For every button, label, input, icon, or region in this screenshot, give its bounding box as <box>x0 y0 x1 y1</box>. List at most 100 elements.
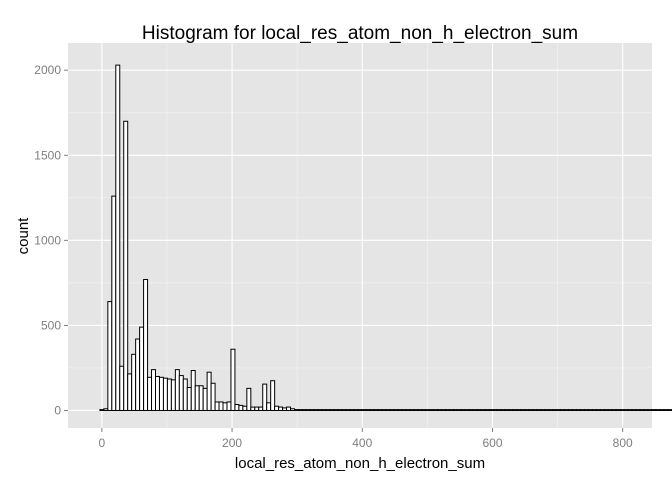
histogram-bar <box>541 410 545 411</box>
histogram-bar <box>521 410 525 411</box>
histogram-bar <box>291 409 295 411</box>
histogram-bar <box>640 410 644 411</box>
histogram-bar <box>263 384 267 410</box>
histogram-bar <box>648 410 652 411</box>
histogram-bar <box>402 410 406 411</box>
x-tick-label: 0 <box>99 436 106 450</box>
histogram-bar <box>497 410 501 411</box>
histogram-bar <box>326 410 330 411</box>
histogram-bar <box>481 410 485 411</box>
histogram-bar <box>298 410 302 411</box>
histogram-bar <box>334 410 338 411</box>
y-axis-ticks: 0 500 1000 1500 2000 <box>34 63 68 417</box>
y-tick-label: 500 <box>41 318 61 332</box>
histogram-bar <box>525 410 529 411</box>
histogram-bar <box>171 380 175 411</box>
histogram-bar <box>557 410 561 411</box>
histogram-bar <box>279 407 283 410</box>
y-tick-label: 0 <box>54 403 61 417</box>
y-axis-title: count <box>15 217 32 255</box>
histogram-bar <box>652 410 656 411</box>
histogram-bar <box>314 410 318 411</box>
histogram-bar <box>529 410 533 411</box>
histogram-bar <box>513 410 517 411</box>
histogram-bar <box>167 379 171 410</box>
histogram-bar <box>132 354 136 410</box>
histogram-bar <box>295 410 299 411</box>
histogram-bar <box>485 410 489 411</box>
histogram-bar <box>330 410 334 411</box>
histogram-bar <box>453 410 457 411</box>
histogram-bar <box>553 410 557 411</box>
histogram-bar <box>426 410 430 411</box>
y-tick-label: 1000 <box>34 233 61 247</box>
histogram-bar <box>275 406 279 410</box>
histogram-bar <box>410 410 414 411</box>
histogram-bar <box>561 410 565 411</box>
histogram-bar <box>124 121 128 410</box>
histogram-bar <box>628 410 632 411</box>
histogram-bar <box>183 379 187 410</box>
histogram-bar <box>537 410 541 411</box>
histogram-bar <box>612 410 616 411</box>
histogram-bar <box>449 410 453 411</box>
y-tick-label: 1500 <box>34 148 61 162</box>
histogram-bar <box>469 410 473 411</box>
histogram-bar <box>624 410 628 411</box>
histogram-bar <box>302 410 306 411</box>
histogram-bar <box>509 410 513 411</box>
histogram-bar <box>306 410 310 411</box>
histogram-bar <box>195 386 199 411</box>
histogram-bar <box>227 402 231 411</box>
histogram-bar <box>235 405 239 411</box>
histogram-bar <box>358 410 362 411</box>
histogram-bar <box>239 405 243 410</box>
histogram-bar <box>179 376 183 411</box>
histogram-bar <box>338 410 342 411</box>
histogram-bar <box>445 410 449 411</box>
histogram-bar <box>394 410 398 411</box>
histogram-bar <box>473 410 477 411</box>
histogram-bar <box>386 410 390 411</box>
histogram-bar <box>493 410 497 411</box>
histogram-bar <box>156 376 160 410</box>
histogram-bar <box>159 377 163 410</box>
histogram-bar <box>414 410 418 411</box>
histogram-bar <box>255 407 259 410</box>
histogram-bar <box>390 410 394 411</box>
histogram-bar <box>406 410 410 411</box>
histogram-bar <box>600 410 604 411</box>
histogram-bar <box>580 410 584 411</box>
y-tick-label: 2000 <box>34 63 61 77</box>
histogram-bar <box>322 410 326 411</box>
x-tick-label: 400 <box>352 436 372 450</box>
x-tick-label: 600 <box>482 436 502 450</box>
histogram-bar <box>418 410 422 411</box>
chart-title: Histogram for local_res_atom_non_h_elect… <box>142 23 578 44</box>
histogram-bar <box>620 410 624 411</box>
histogram-bar <box>354 410 358 411</box>
histogram-bar <box>104 409 108 411</box>
histogram-bar <box>608 410 612 411</box>
histogram-bar <box>287 407 291 410</box>
histogram-bar <box>501 410 505 411</box>
histogram-bar <box>187 388 191 411</box>
histogram-bar <box>163 378 167 410</box>
histogram-bar <box>632 410 636 411</box>
histogram-bar <box>243 406 247 410</box>
histogram-bar <box>366 410 370 411</box>
histogram-bar <box>318 410 322 411</box>
histogram-bar <box>310 410 314 411</box>
histogram-bar <box>616 410 620 411</box>
histogram-bar <box>378 410 382 411</box>
histogram-bar <box>636 410 640 411</box>
histogram-bar <box>434 410 438 411</box>
histogram-bar <box>259 407 263 410</box>
histogram-bar <box>283 408 287 411</box>
histogram-bar <box>573 410 577 411</box>
histogram-bar <box>660 410 664 411</box>
histogram-bar <box>549 410 553 411</box>
histogram-bar <box>152 370 156 411</box>
histogram-bar <box>461 410 465 411</box>
